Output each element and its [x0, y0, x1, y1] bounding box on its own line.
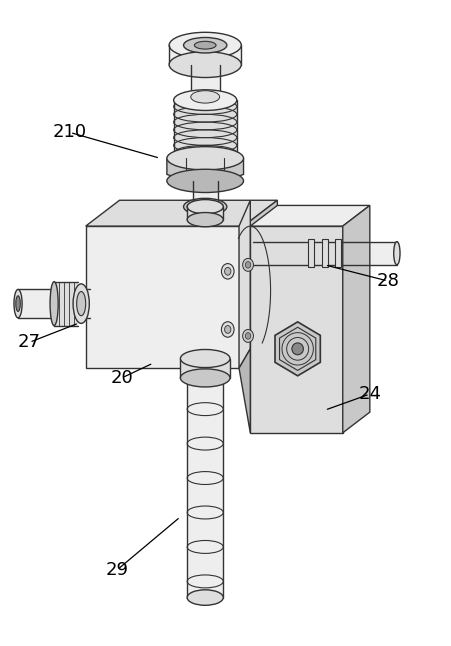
Polygon shape — [308, 239, 314, 267]
Polygon shape — [187, 207, 223, 220]
Ellipse shape — [174, 90, 237, 110]
Polygon shape — [86, 226, 244, 368]
Ellipse shape — [187, 200, 223, 214]
Polygon shape — [250, 205, 370, 226]
Polygon shape — [86, 200, 277, 226]
Polygon shape — [18, 289, 90, 318]
Polygon shape — [180, 359, 230, 378]
Ellipse shape — [187, 200, 223, 213]
Text: 210: 210 — [53, 123, 87, 141]
Text: 28: 28 — [377, 272, 399, 290]
Ellipse shape — [16, 296, 20, 311]
Polygon shape — [191, 65, 220, 100]
Ellipse shape — [191, 90, 220, 103]
Ellipse shape — [73, 284, 89, 324]
Ellipse shape — [245, 262, 251, 268]
Polygon shape — [54, 282, 78, 326]
Ellipse shape — [187, 590, 223, 605]
Text: 20: 20 — [110, 369, 133, 387]
Ellipse shape — [292, 343, 304, 355]
Polygon shape — [239, 349, 250, 433]
Ellipse shape — [14, 289, 22, 318]
Polygon shape — [335, 239, 341, 267]
Ellipse shape — [225, 326, 231, 333]
Ellipse shape — [221, 264, 234, 279]
Polygon shape — [322, 239, 328, 267]
Ellipse shape — [77, 291, 86, 316]
Polygon shape — [187, 368, 223, 598]
Text: 24: 24 — [359, 385, 381, 403]
Polygon shape — [167, 158, 244, 181]
Ellipse shape — [243, 329, 253, 342]
Ellipse shape — [243, 258, 253, 271]
Ellipse shape — [184, 198, 227, 215]
Ellipse shape — [167, 169, 244, 193]
Ellipse shape — [50, 282, 58, 326]
Polygon shape — [174, 100, 237, 158]
Ellipse shape — [245, 333, 251, 339]
Ellipse shape — [225, 267, 231, 275]
Text: 27: 27 — [18, 333, 41, 351]
Ellipse shape — [194, 41, 216, 49]
Ellipse shape — [167, 147, 244, 170]
Ellipse shape — [169, 32, 241, 58]
Polygon shape — [169, 45, 241, 65]
Polygon shape — [253, 242, 397, 265]
Polygon shape — [275, 322, 320, 376]
Polygon shape — [343, 205, 370, 433]
Text: 29: 29 — [106, 561, 129, 579]
Polygon shape — [239, 200, 250, 368]
Polygon shape — [250, 226, 343, 433]
Polygon shape — [193, 181, 218, 207]
Ellipse shape — [221, 322, 234, 337]
Ellipse shape — [187, 213, 223, 227]
Ellipse shape — [394, 242, 400, 265]
Polygon shape — [244, 200, 277, 368]
Ellipse shape — [180, 369, 230, 387]
Ellipse shape — [180, 349, 230, 368]
Ellipse shape — [184, 37, 227, 53]
Ellipse shape — [169, 52, 241, 78]
